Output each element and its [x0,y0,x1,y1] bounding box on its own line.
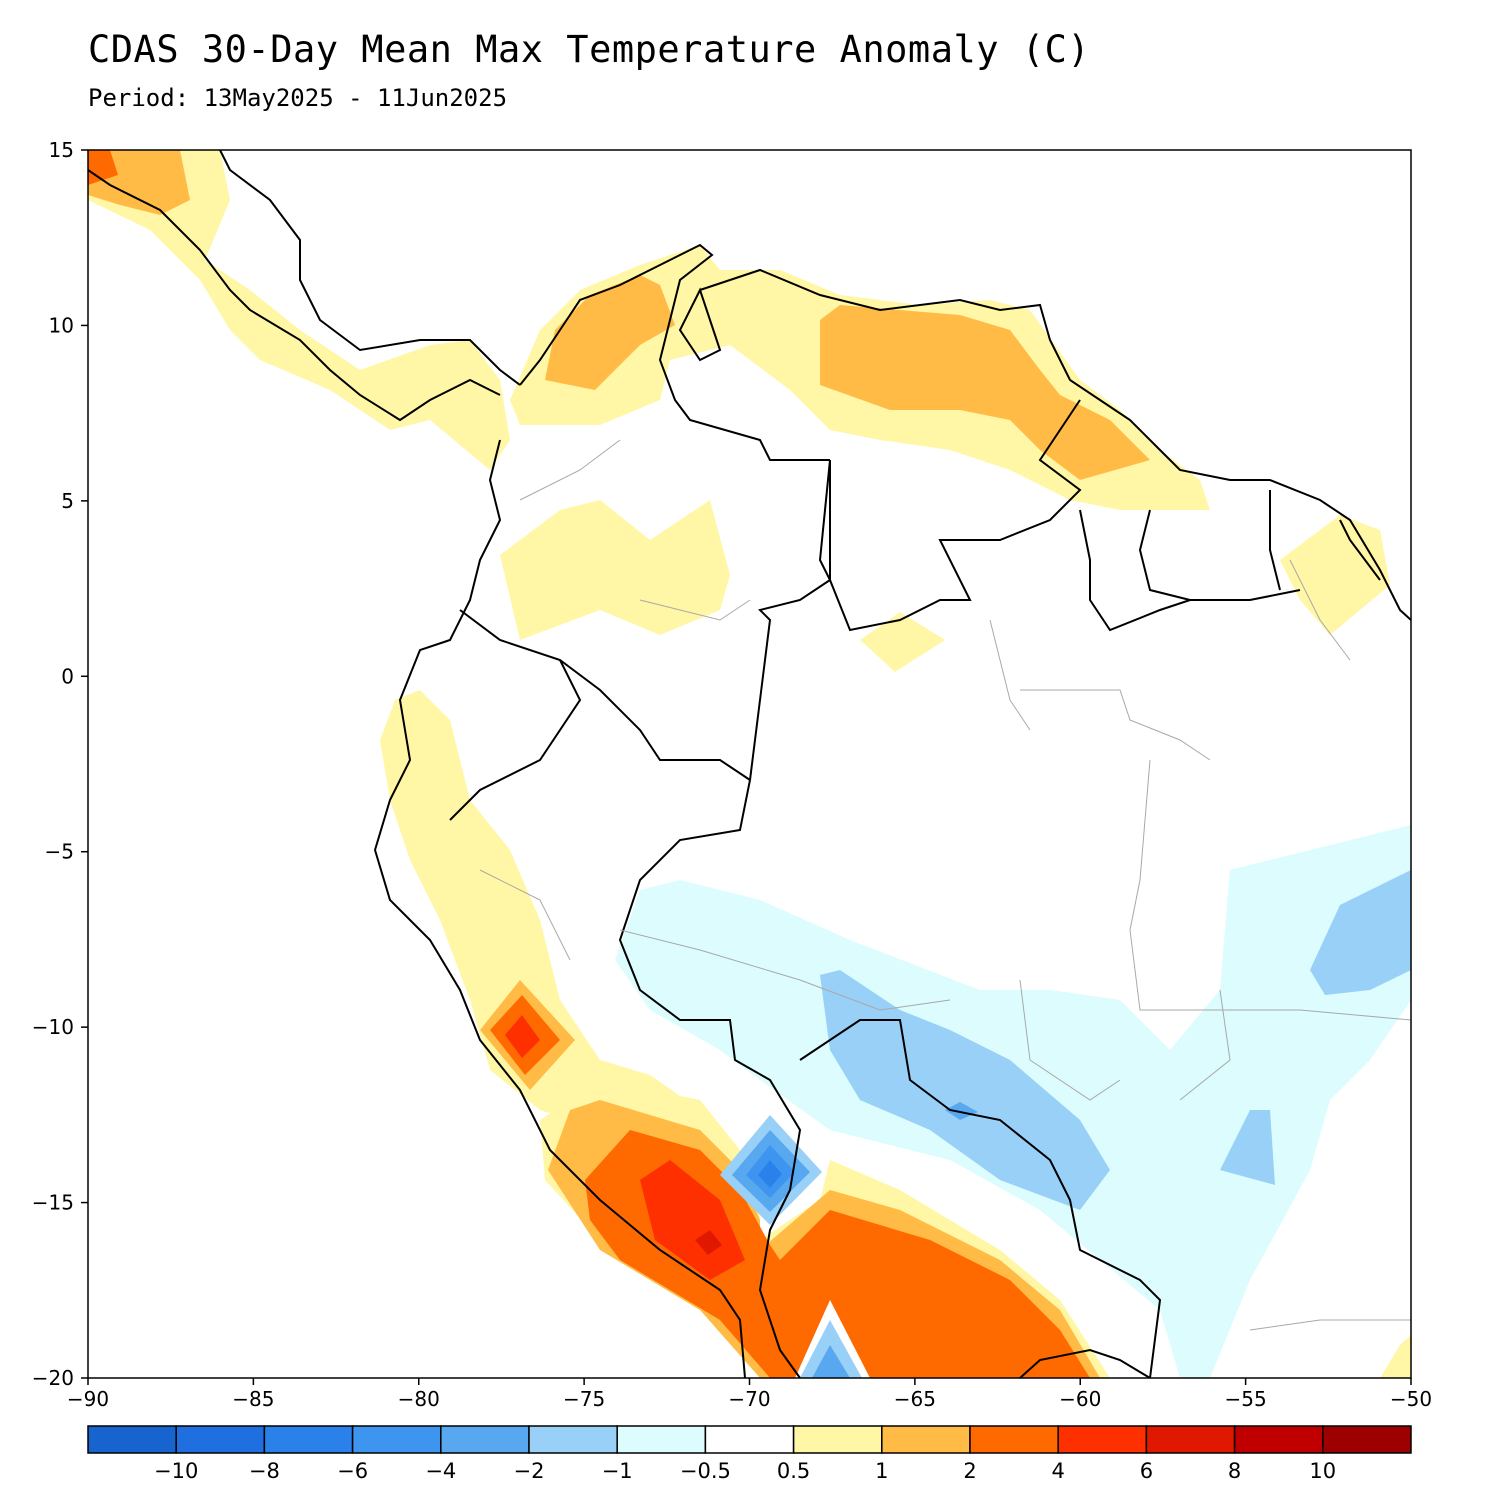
colorbar-label: −10 [154,1459,198,1483]
colorbar-swatch [1145,1425,1236,1454]
colorbar-label: −2 [514,1459,545,1483]
coastlines [88,150,1411,1378]
colorbar-swatch [969,1425,1059,1454]
colorbar-label: −1 [602,1459,633,1483]
colorbar-label: −6 [337,1459,368,1483]
colorbar-swatch [528,1425,618,1454]
colorbar-label: −0.5 [680,1459,731,1483]
latitude-axis: 15 10 5 0 −5 −10 −15 −20 [32,138,88,1390]
anomaly-region-southern-peru-6c [640,1160,745,1280]
lat-tick-label: 10 [49,313,74,337]
anomaly-region-southern-peru-4c [585,1130,1090,1378]
lon-tick-label: −70 [728,1387,770,1411]
colorbar-swatch [881,1425,971,1454]
map-title: CDAS 30-Day Mean Max Temperature Anomaly… [88,28,1091,71]
colorbar-swatch [351,1425,442,1454]
lat-tick-label: 15 [49,138,74,162]
anomaly-region-east-cool-1c [1310,870,1411,995]
anomaly-region-se-corner [1380,1335,1411,1378]
colorbar-label: 6 [1140,1459,1153,1483]
country-borders [449,399,1381,1378]
lat-tick-label: 0 [61,664,74,688]
lon-tick-label: −60 [1059,1387,1101,1411]
colorbar-swatch [1322,1425,1412,1454]
colorbar-label: 1 [875,1459,888,1483]
colorbar-swatch [175,1425,266,1454]
anomaly-region-venezuela-2c [820,305,1150,480]
lon-tick-label: −75 [563,1387,605,1411]
lat-tick-label: 5 [61,489,74,513]
colorbar-swatch [1233,1425,1324,1454]
lon-tick-label: −55 [1225,1387,1267,1411]
colorbar-swatch [792,1425,883,1454]
lon-tick-label: −80 [398,1387,440,1411]
anomaly-region-bolivia-cool-1c [1220,1110,1275,1185]
anomaly-region-colombia-interior [500,500,730,640]
lon-tick-label: −85 [232,1387,274,1411]
anomaly-region-southern-peru-8c [695,1230,722,1255]
colorbar-label: −4 [425,1459,456,1483]
colorbar-label: −8 [249,1459,280,1483]
colorbar-swatch [1057,1425,1148,1454]
longitude-axis: −90 −85 −80 −75 −70 −65 −60 −55 −50 [67,1378,1432,1411]
colorbar-swatch [263,1425,354,1454]
lon-tick-label: −65 [894,1387,936,1411]
colorbar-label: 10 [1309,1459,1336,1483]
anomaly-region-bolivia-cool-2c [945,1102,978,1120]
anomaly-region-colombia-2c [545,275,675,390]
anomaly-region-central-america [88,150,510,470]
anomaly-region-guianas [1280,515,1390,635]
colorbar-swatch [616,1425,707,1454]
anomaly-shading [88,150,1411,1378]
anomaly-region-amazon-north [860,612,945,672]
lat-tick-label: −5 [45,840,74,864]
anomaly-region-peru-coast [380,690,720,1180]
lat-tick-label: −20 [32,1366,74,1390]
anomaly-region-peru-6c [505,1015,540,1058]
lat-tick-label: −10 [32,1015,74,1039]
colorbar-swatch [87,1425,177,1454]
colorbar-swatch [440,1425,530,1454]
colorbar-swatch [704,1425,795,1454]
colorbar-label: 8 [1228,1459,1241,1483]
lon-tick-label: −50 [1390,1387,1432,1411]
colorbar-label: 4 [1052,1459,1065,1483]
lon-tick-label: −90 [67,1387,109,1411]
colorbar: −10 −8 −6 −4 −2 −1 −0.5 0.5 1 2 4 6 8 10 [87,1425,1412,1483]
anomaly-region-titicaca-cool-6c [758,1160,782,1188]
colorbar-label: 0.5 [777,1459,810,1483]
anomaly-region-south-cool-2c [812,1345,850,1378]
period-subtitle: Period: 13May2025 - 11Jun2025 [88,84,508,112]
colorbar-label: 2 [963,1459,976,1483]
lat-tick-label: −15 [32,1191,74,1215]
state-borders [479,439,1411,1331]
